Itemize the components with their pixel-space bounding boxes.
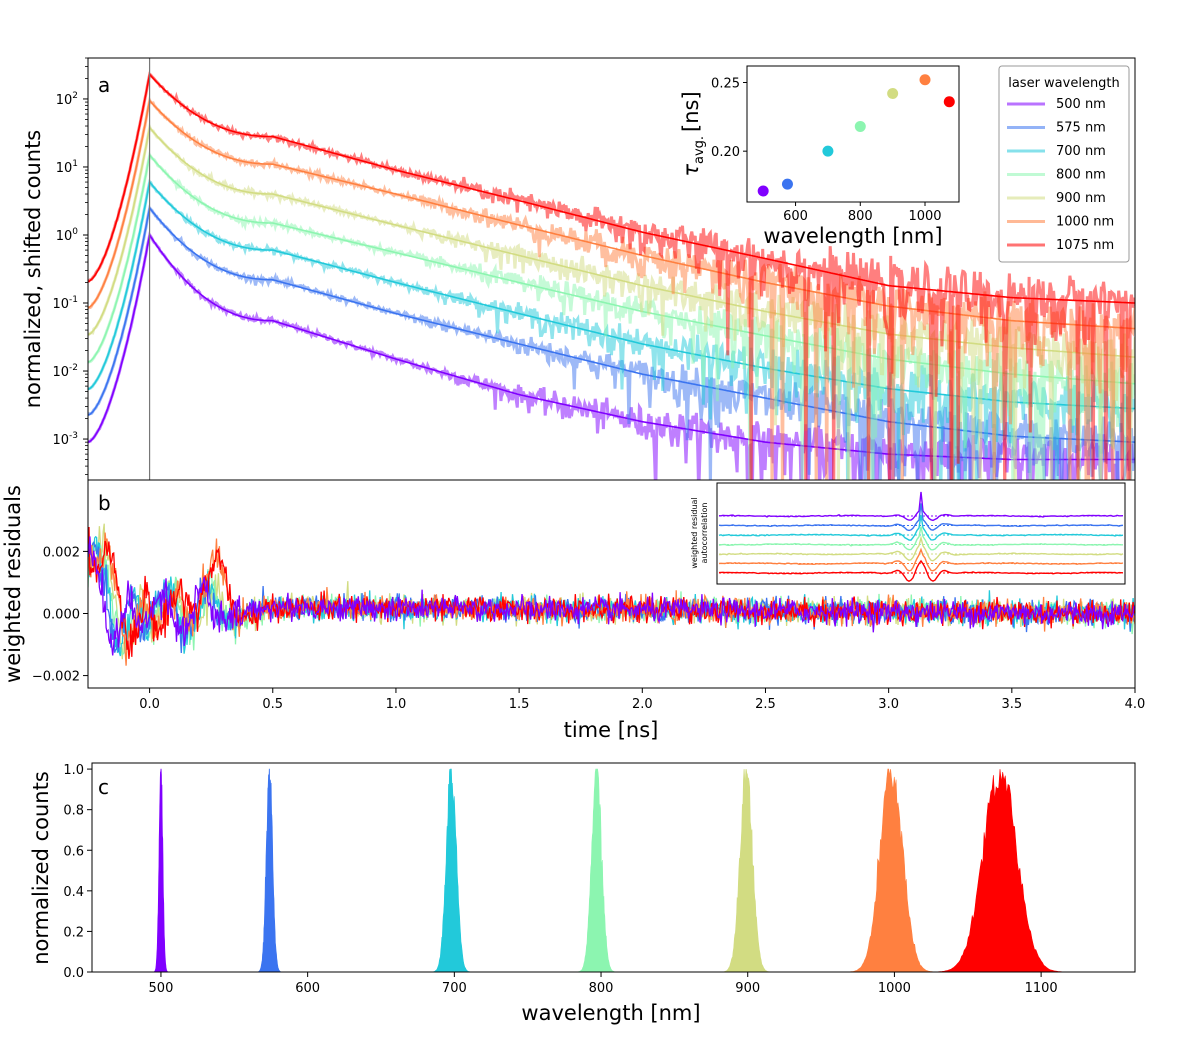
c-xtick-label: 600 <box>295 981 320 996</box>
b-xtick-label: 2.5 <box>755 697 776 712</box>
inset-autocorr-label-2: autocorrelation <box>700 503 709 564</box>
legend-entry: 1000 nm <box>1056 215 1114 230</box>
svg-text:τavg.[ns]: τavg.[ns] <box>679 91 707 176</box>
a-ytick-label: 10-1 <box>52 295 78 312</box>
inset-xtick-label: 600 <box>783 209 808 224</box>
a-ytick-label: 10-3 <box>52 431 78 448</box>
autocorrelation-inset: weighted residual autocorrelation <box>690 482 1126 585</box>
panel-letter-b: b <box>98 491 111 515</box>
c-xtick-label: 700 <box>442 981 467 996</box>
a-ytick-label: 101 <box>56 159 78 176</box>
legend-entry: 900 nm <box>1056 191 1106 206</box>
spectrum-peak-700-nm <box>417 768 486 972</box>
panel-letter-c: c <box>98 775 109 799</box>
b-xtick-label: 2.0 <box>632 697 653 712</box>
spectrum-peak-900-nm <box>706 769 787 972</box>
a-ytick-label: 102 <box>56 91 78 108</box>
panel-c-laser-spectra: 500 600 700 800 900 1000 1100 0.0 0.2 0.4 0.6 0.8 1.… <box>29 762 1136 1025</box>
panel-a-decay-curves: 10-3 10-2 10-1 100 101 102 a normalized, shif… <box>21 57 1136 481</box>
b-xtick-label: 0.5 <box>262 697 283 712</box>
c-xtick-label: 800 <box>589 981 614 996</box>
c-ytick-label: 0.8 <box>63 804 84 819</box>
panel-c-x-axis-label: wavelength [nm] <box>521 1001 700 1025</box>
residual-trace-500-nm <box>88 536 1135 656</box>
spectrum-peak-575-nm <box>245 768 294 972</box>
b-xtick-label: 3.0 <box>878 697 899 712</box>
panel-a-y-axis-label: normalized, shifted counts <box>21 130 45 409</box>
panel-c-y-axis-label: normalized counts <box>29 771 53 965</box>
inset-x-axis-label: wavelength [nm] <box>763 224 942 248</box>
spectrum-peak-800-nm <box>562 768 631 972</box>
b-xtick-label: 4.0 <box>1125 697 1146 712</box>
legend: laser wavelength 500 nm 575 nm 700 nm 800 n… <box>998 65 1130 263</box>
legend-title: laser wavelength <box>1008 76 1120 91</box>
inset-ytick-label: 0.25 <box>711 76 740 91</box>
lifetime-inset-scatter: 600 800 1000 0.20 0.25 wavelength [nm] τavg.… <box>679 65 960 248</box>
c-ytick-label: 0.2 <box>63 925 84 940</box>
legend-entry: 700 nm <box>1056 144 1106 159</box>
inset-ytick-label: 0.20 <box>711 145 740 160</box>
b-xtick-label: 0.0 <box>139 697 160 712</box>
legend-entry: 500 nm <box>1056 97 1106 112</box>
panel-b-y-axis-label: weighted residuals <box>1 485 25 683</box>
fit-line-1075-nm <box>88 72 1135 304</box>
inset-point-900-nm <box>887 87 899 99</box>
legend-entry: 575 nm <box>1056 121 1106 136</box>
c-ytick-label: 0.0 <box>63 966 84 981</box>
legend-entry: 1075 nm <box>1056 238 1114 253</box>
inset-point-575-nm <box>781 178 793 190</box>
b-ytick-label: 0.000 <box>43 607 80 622</box>
panel-letter-a: a <box>98 73 110 97</box>
inset-point-700-nm <box>822 145 834 157</box>
inset-point-1000-nm <box>919 74 931 86</box>
inset-point-800-nm <box>854 120 866 132</box>
c-xtick-label: 900 <box>735 981 760 996</box>
c-xtick-label: 1100 <box>1025 981 1058 996</box>
inset-xtick-label: 800 <box>848 209 873 224</box>
spectrum-peak-500-nm <box>142 768 180 972</box>
inset-point-500-nm <box>757 185 769 197</box>
legend-entry: 800 nm <box>1056 168 1106 183</box>
inset-point-1075-nm <box>943 96 955 108</box>
panel-b-x-axis-label: time [ns] <box>564 718 659 742</box>
c-ytick-label: 1.0 <box>63 763 84 778</box>
a-ytick-label: 10-2 <box>52 363 78 380</box>
b-xtick-label: 1.0 <box>386 697 407 712</box>
c-xtick-label: 1000 <box>878 981 911 996</box>
c-ytick-label: 0.4 <box>63 885 84 900</box>
a-ytick-label: 100 <box>56 227 79 244</box>
c-xtick-label: 500 <box>149 981 174 996</box>
inset-autocorr-label-1: weighted residual <box>690 497 699 568</box>
b-xtick-label: 3.5 <box>1001 697 1022 712</box>
b-ytick-label: −0.002 <box>32 670 80 685</box>
residual-trace-1075-nm <box>88 526 1135 659</box>
inset-y-axis-label: τavg.[ns] <box>679 91 707 176</box>
c-ytick-label: 0.6 <box>63 844 84 859</box>
b-ytick-label: 0.002 <box>43 545 80 560</box>
inset-xtick-label: 1000 <box>908 209 941 224</box>
spectrum-peak-1075-nm <box>907 769 1093 972</box>
spectrum-peak-1000-nm <box>826 768 957 972</box>
b-xtick-label: 1.5 <box>509 697 530 712</box>
panel-b-residuals: 0.0 0.5 1.0 1.5 2.0 2.5 3.0 3.5 4.0 −0.002 0.000 0.… <box>1 479 1146 742</box>
